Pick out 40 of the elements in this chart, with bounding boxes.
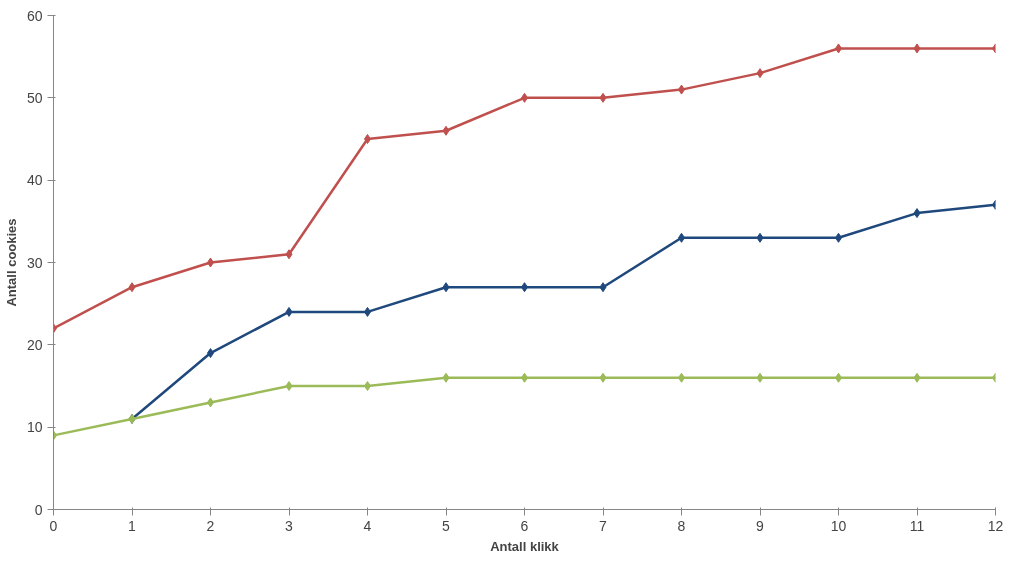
x-tick-label: 4 — [363, 517, 372, 534]
point — [285, 381, 293, 391]
point — [442, 125, 450, 136]
x-tick-label: 5 — [442, 517, 451, 534]
point — [364, 381, 371, 391]
point — [913, 43, 921, 54]
x-tick-label: 10 — [830, 517, 847, 534]
point — [599, 282, 607, 293]
point — [285, 306, 293, 317]
x-tick-label: 9 — [756, 517, 765, 534]
point — [756, 68, 764, 79]
y-axis-title: Antall cookies — [3, 218, 19, 307]
point — [756, 372, 764, 383]
point — [285, 249, 293, 260]
point — [913, 208, 921, 219]
x-tick-label: 11 — [909, 517, 925, 534]
point — [913, 372, 921, 383]
x-axis-title: Antall klikk — [490, 538, 560, 554]
y-tick-label: 10 — [26, 419, 43, 436]
x-tick-label: 1 — [128, 517, 137, 534]
x-tick-label: 2 — [206, 517, 215, 534]
x-tick-label: 7 — [599, 517, 608, 534]
point — [756, 232, 764, 243]
point — [599, 372, 607, 383]
x-tick-label: 0 — [49, 517, 58, 534]
point — [442, 372, 450, 383]
y-tick-label: 50 — [26, 89, 43, 106]
y-tick-label: 20 — [26, 336, 43, 353]
point — [442, 282, 450, 293]
point — [599, 92, 607, 103]
x-tick-label: 12 — [987, 517, 1004, 534]
y-tick-label: 40 — [26, 172, 43, 189]
point — [364, 134, 371, 144]
y-tick-label: 60 — [26, 7, 43, 24]
x-tick-label: 3 — [285, 517, 294, 534]
x-tick-label: 6 — [520, 517, 529, 534]
point — [128, 282, 136, 293]
x-tick-label: 8 — [677, 517, 686, 534]
y-tick-label: 30 — [26, 254, 43, 271]
y-tick-label: 0 — [34, 501, 43, 518]
